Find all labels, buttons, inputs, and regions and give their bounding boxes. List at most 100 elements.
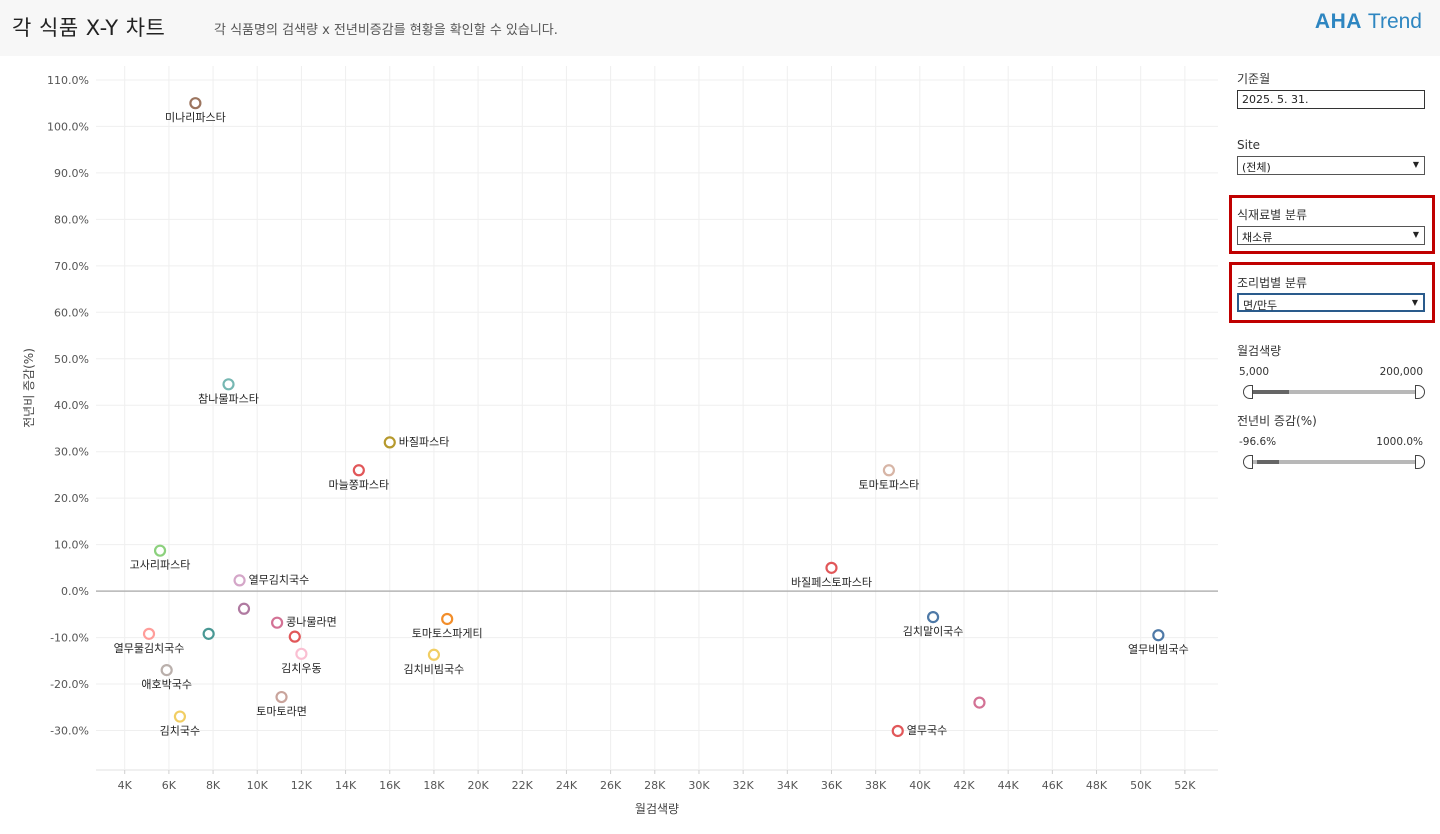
x-tick-label: 36K xyxy=(821,779,843,792)
data-point xyxy=(189,97,202,110)
y-tick-label: -30.0% xyxy=(50,725,89,738)
cooking-filter-label: 조리법별 분류 xyxy=(1237,276,1308,290)
data-point xyxy=(222,378,235,391)
x-tick-label: 44K xyxy=(998,779,1020,792)
data-point xyxy=(142,627,156,640)
x-tick-label: 46K xyxy=(1042,779,1064,792)
data-point-label: 김치국수 xyxy=(160,725,200,738)
ingredient-filter-label: 식재료별 분류 xyxy=(1237,208,1308,222)
x-tick-label: 34K xyxy=(777,779,799,792)
data-point xyxy=(271,616,284,629)
data-point xyxy=(275,690,288,704)
chevron-down-icon: ▼ xyxy=(1412,160,1419,169)
data-point xyxy=(825,561,838,574)
data-point xyxy=(891,724,904,738)
y-tick-label: 60.0% xyxy=(54,306,89,319)
x-tick-label: 22K xyxy=(512,779,534,792)
data-point xyxy=(160,663,173,677)
data-point-label: 미나리파스타 xyxy=(165,111,226,124)
data-point xyxy=(383,436,396,449)
data-point-label: 열무국수 xyxy=(907,724,947,737)
search-volume-max-handle[interactable] xyxy=(1415,385,1425,399)
y-tick-label: 30.0% xyxy=(54,446,89,459)
page-subtitle: 각 식품명의 검색량 x 전년비증감를 현황을 확인할 수 있습니다. xyxy=(214,23,558,38)
y-tick-label: -10.0% xyxy=(50,632,89,645)
data-point xyxy=(441,612,454,626)
y-tick-label: 20.0% xyxy=(54,492,89,505)
search-volume-min-handle[interactable] xyxy=(1243,385,1253,399)
cooking-filter-value: 면/만두 xyxy=(1243,299,1278,312)
data-point-label: 참나물파스타 xyxy=(198,392,259,405)
x-tick-label: 42K xyxy=(953,779,975,792)
y-axis-title: 전년비 증감(%) xyxy=(22,348,36,428)
yoy-max-handle[interactable] xyxy=(1415,455,1425,469)
y-tick-label: 110.0% xyxy=(47,74,89,87)
data-point-label: 토마토스파게티 xyxy=(412,627,483,640)
data-point xyxy=(352,464,365,477)
yoy-slider-fill xyxy=(1257,460,1279,464)
x-tick-label: 14K xyxy=(335,779,357,792)
ingredient-filter-select[interactable]: 채소류 ▼ xyxy=(1237,226,1425,245)
scatter-chart: 4K 6K 8K 10K 12K 14K 16K 18K 20K 22K 24K 26K 28K 30K 3… xyxy=(0,56,1225,834)
data-point-label: 김치말이국수 xyxy=(903,625,964,638)
data-point xyxy=(926,611,940,624)
x-tick-label: 16K xyxy=(379,779,401,792)
data-point-label: 김치비빔국수 xyxy=(404,663,465,676)
yoy-max: 1000.0% xyxy=(1376,436,1423,448)
data-point xyxy=(153,544,167,557)
x-tick-label: 50K xyxy=(1130,779,1152,792)
x-tick-label: 48K xyxy=(1086,779,1108,792)
filter-panel: 기준월 2025. 5. 31. Site (전체) ▼ 식재료별 분류 채소류… xyxy=(1225,56,1440,834)
yoy-slider-track[interactable] xyxy=(1245,460,1419,464)
y-tick-label: 50.0% xyxy=(54,353,89,366)
date-filter-label: 기준월 xyxy=(1237,72,1271,86)
data-point-label: 토마토라면 xyxy=(256,705,307,718)
chart-svg: 4K 6K 8K 10K 12K 14K 16K 18K 20K 22K 24K 26K 28K 30K 3… xyxy=(22,66,1218,816)
x-tick-label: 24K xyxy=(556,779,578,792)
x-tick-label: 26K xyxy=(600,779,622,792)
data-point-label: 열무김치국수 xyxy=(249,573,310,586)
date-filter-input[interactable]: 2025. 5. 31. xyxy=(1237,90,1425,109)
ingredient-filter-highlight xyxy=(1229,195,1435,254)
data-point-label: 열무비빔국수 xyxy=(1128,643,1189,656)
brand-logo-strong: AHA xyxy=(1314,10,1362,33)
data-point xyxy=(427,648,441,661)
yoy-min-handle[interactable] xyxy=(1243,455,1253,469)
x-tick-label: 20K xyxy=(467,779,489,792)
x-axis-title: 월검색량 xyxy=(635,802,679,816)
data-point-label: 애호박국수 xyxy=(141,678,192,691)
y-tick-label: -20.0% xyxy=(50,678,89,691)
cooking-filter-highlight xyxy=(1229,262,1435,323)
cooking-filter-select[interactable]: 면/만두 ▼ xyxy=(1237,293,1425,312)
search-volume-slider-track[interactable] xyxy=(1245,390,1419,394)
data-point xyxy=(237,602,251,615)
x-tick-label: 12K xyxy=(291,779,313,792)
site-filter-label: Site xyxy=(1237,138,1261,152)
tick-layer: 4K 6K 8K 10K 12K 14K 16K 18K 20K 22K 24K 26K 28K 30K 3… xyxy=(47,74,1196,792)
page-title: 각 식품 X-Y 차트 xyxy=(12,16,166,40)
data-point-label: 마늘쫑파스타 xyxy=(328,478,389,491)
search-volume-min: 5,000 xyxy=(1239,366,1270,378)
data-point xyxy=(173,710,187,723)
data-point-label: 바질페스토파스타 xyxy=(791,576,872,589)
chevron-down-icon: ▼ xyxy=(1412,230,1419,239)
data-point xyxy=(882,464,896,477)
y-tick-label: 0.0% xyxy=(61,585,89,598)
yoy-filter-label: 전년비 증감(%) xyxy=(1237,414,1317,428)
data-point-label: 바질파스타 xyxy=(399,435,450,448)
site-filter-select[interactable]: (전체) ▼ xyxy=(1237,156,1425,175)
search-volume-filter-label: 월검색량 xyxy=(1237,344,1282,358)
search-volume-max: 200,000 xyxy=(1379,366,1423,378)
brand-logo[interactable]: AHA Trend xyxy=(1315,10,1422,34)
y-tick-label: 90.0% xyxy=(54,167,89,180)
data-point xyxy=(233,574,246,587)
chevron-down-icon: ▼ xyxy=(1411,298,1418,307)
data-point xyxy=(202,627,215,640)
data-point-label: 콩나물라면 xyxy=(286,616,337,629)
x-tick-label: 18K xyxy=(423,779,445,792)
data-point-label: 김치우동 xyxy=(281,662,321,675)
data-point xyxy=(973,696,986,709)
x-tick-label: 38K xyxy=(865,779,887,792)
x-tick-label: 32K xyxy=(733,779,755,792)
y-tick-label: 70.0% xyxy=(54,260,89,273)
